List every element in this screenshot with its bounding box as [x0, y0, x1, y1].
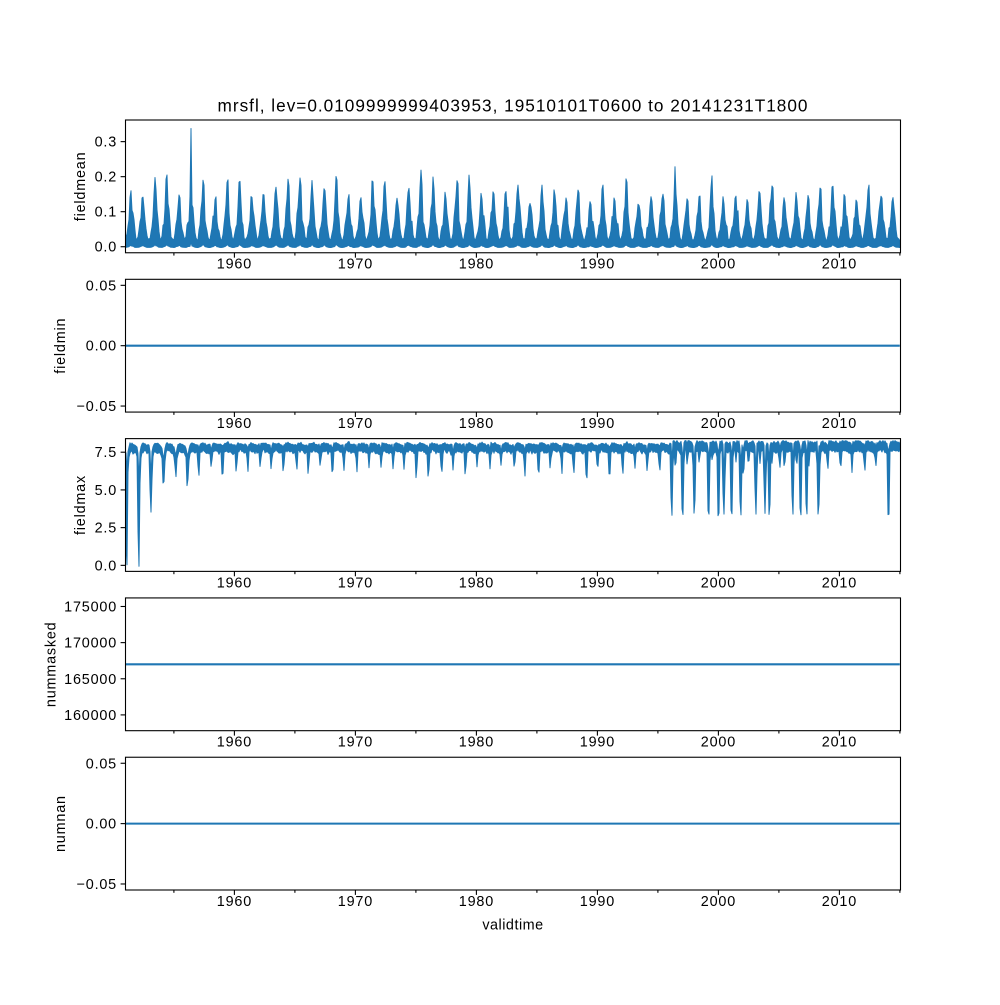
- svg-text:1970: 1970: [338, 257, 373, 273]
- svg-text:2000: 2000: [701, 894, 736, 910]
- svg-text:2010: 2010: [822, 735, 857, 751]
- svg-text:0.0: 0.0: [95, 558, 117, 574]
- svg-text:0.05: 0.05: [86, 756, 117, 772]
- svg-text:160000: 160000: [64, 708, 117, 724]
- svg-text:2010: 2010: [822, 894, 857, 910]
- svg-text:1960: 1960: [217, 735, 252, 751]
- svg-text:1960: 1960: [217, 416, 252, 432]
- svg-text:fieldmax: fieldmax: [73, 475, 89, 535]
- svg-text:2.5: 2.5: [95, 521, 117, 537]
- svg-text:165000: 165000: [64, 672, 117, 688]
- svg-text:1970: 1970: [338, 416, 373, 432]
- svg-text:1970: 1970: [338, 735, 373, 751]
- svg-text:1990: 1990: [580, 257, 615, 273]
- svg-text:1990: 1990: [580, 735, 615, 751]
- svg-text:1990: 1990: [580, 416, 615, 432]
- svg-text:1970: 1970: [338, 575, 373, 591]
- svg-text:1960: 1960: [217, 257, 252, 273]
- svg-text:1980: 1980: [459, 735, 494, 751]
- svg-text:2000: 2000: [701, 735, 736, 751]
- svg-text:validtime: validtime: [482, 918, 543, 934]
- svg-text:1970: 1970: [338, 894, 373, 910]
- svg-text:0.00: 0.00: [86, 339, 117, 355]
- svg-text:nummasked: nummasked: [44, 622, 60, 708]
- svg-text:0.3: 0.3: [95, 135, 117, 151]
- svg-text:170000: 170000: [64, 636, 117, 652]
- svg-text:1990: 1990: [580, 575, 615, 591]
- svg-text:175000: 175000: [64, 600, 117, 616]
- svg-text:2010: 2010: [822, 416, 857, 432]
- svg-text:0.2: 0.2: [95, 170, 117, 186]
- svg-text:1990: 1990: [580, 894, 615, 910]
- svg-text:5.0: 5.0: [95, 483, 117, 499]
- svg-text:−0.05: −0.05: [77, 877, 117, 893]
- svg-text:1980: 1980: [459, 257, 494, 273]
- svg-text:1960: 1960: [217, 575, 252, 591]
- svg-text:0.05: 0.05: [86, 278, 117, 294]
- svg-text:7.5: 7.5: [95, 445, 117, 461]
- svg-text:0.1: 0.1: [95, 205, 117, 221]
- svg-text:0.00: 0.00: [86, 817, 117, 833]
- svg-text:1980: 1980: [459, 894, 494, 910]
- svg-text:2000: 2000: [701, 575, 736, 591]
- svg-text:numnan: numnan: [53, 795, 69, 852]
- svg-text:−0.05: −0.05: [77, 399, 117, 415]
- svg-text:2010: 2010: [822, 257, 857, 273]
- svg-text:1960: 1960: [217, 894, 252, 910]
- svg-text:2000: 2000: [701, 416, 736, 432]
- svg-text:0.0: 0.0: [95, 240, 117, 256]
- svg-text:fieldmean: fieldmean: [73, 152, 89, 222]
- svg-text:1980: 1980: [459, 416, 494, 432]
- svg-text:fieldmin: fieldmin: [53, 318, 69, 374]
- svg-text:1980: 1980: [459, 575, 494, 591]
- svg-text:2010: 2010: [822, 575, 857, 591]
- svg-text:mrsfl, lev=0.0109999999403953,: mrsfl, lev=0.0109999999403953, 19510101T…: [218, 96, 809, 116]
- svg-text:2000: 2000: [701, 257, 736, 273]
